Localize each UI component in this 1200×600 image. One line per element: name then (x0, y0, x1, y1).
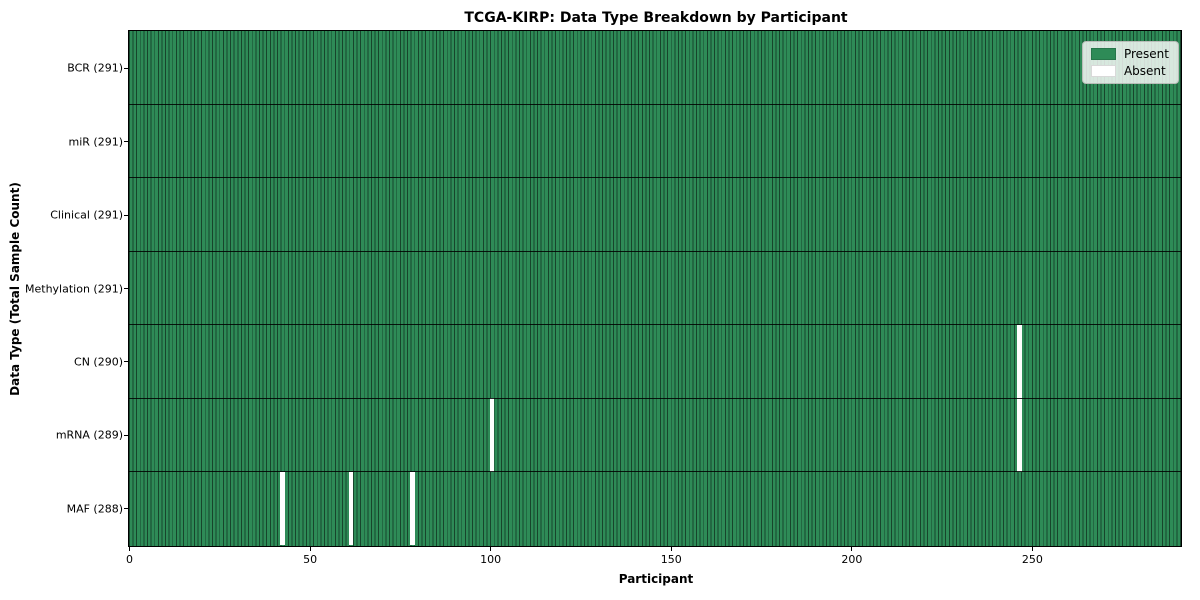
x-tick-mark (129, 547, 130, 551)
y-tick-label-Methylation: Methylation (291) (25, 282, 123, 295)
absent-cell-MAF-42 (280, 471, 285, 545)
chart-title: TCGA-KIRP: Data Type Breakdown by Partic… (464, 10, 848, 26)
x-tick-mark (851, 547, 853, 551)
row-separator (129, 250, 1181, 252)
y-tick-mark (124, 508, 128, 510)
legend: Present Absent (1081, 41, 1179, 84)
x-tick-label-100: 100 (480, 553, 502, 566)
y-tick-label-Clinical: Clinical (291) (50, 208, 123, 222)
row-separator (129, 471, 1181, 473)
x-tick-label-0: 0 (126, 553, 133, 566)
legend-swatch-icon (1090, 65, 1116, 77)
x-tick-label-50: 50 (303, 553, 318, 566)
x-axis-label: Participant (618, 572, 694, 586)
y-tick-mark (124, 67, 128, 69)
absent-cell-CN-246 (1016, 324, 1022, 399)
x-tick-mark (309, 547, 311, 551)
y-tick-mark (124, 141, 128, 143)
x-tick-label-200: 200 (841, 553, 863, 566)
y-tick-label-CN: CN (290) (74, 355, 123, 369)
plot-area: Present Absent (128, 30, 1182, 547)
y-tick-mark (124, 214, 128, 216)
y-tick-label-miR: miR (291) (68, 135, 124, 149)
absent-cell-mRNA-246 (1016, 398, 1022, 472)
x-tick-mark (1031, 547, 1033, 551)
x-tick-mark (670, 547, 672, 551)
absent-cell-MAF-78 (410, 471, 415, 545)
legend-label: Absent (1123, 64, 1166, 78)
y-tick-label-MAF: MAF (288) (66, 502, 123, 516)
absent-cell-MAF-61 (348, 471, 354, 545)
y-tick-mark (124, 361, 128, 363)
legend-entry-absent: Absent (1090, 64, 1169, 78)
y-axis-label: Data Type (Total Sample Count) (8, 182, 22, 396)
y-tick-mark (124, 288, 128, 289)
y-tick-label-BCR: BCR (291) (67, 61, 123, 75)
row-separator (129, 397, 1181, 399)
row-separator (129, 324, 1181, 326)
row-separator (129, 103, 1181, 105)
legend-swatch-icon (1090, 48, 1116, 60)
legend-label: Present (1123, 47, 1169, 61)
y-tick-label-mRNA: mRNA (289) (55, 428, 123, 442)
absent-cell-mRNA-100 (489, 398, 495, 472)
x-tick-label-150: 150 (660, 553, 682, 566)
x-tick-mark (490, 547, 492, 551)
row-separator (129, 177, 1181, 179)
legend-entry-present: Present (1090, 47, 1169, 61)
y-tick-mark (124, 434, 128, 436)
x-tick-label-250: 250 (1021, 553, 1043, 566)
